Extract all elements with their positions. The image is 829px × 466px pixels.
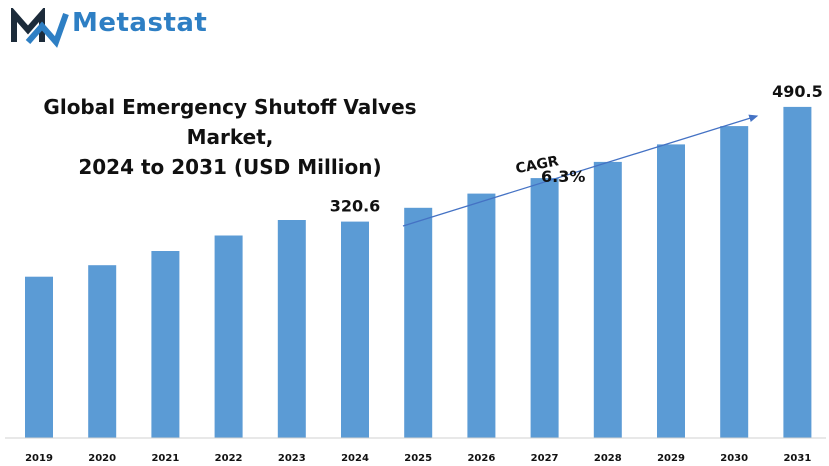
metastat-logo (11, 8, 69, 48)
bar-2028 (593, 161, 622, 438)
bar-2024 (341, 221, 369, 438)
bar-2022 (214, 235, 243, 438)
x-tick-2027: 2027 (531, 453, 559, 464)
x-tick-2030: 2030 (720, 453, 748, 464)
x-tick-2031: 2031 (783, 453, 811, 464)
bar-2030 (720, 126, 749, 438)
bar-2021 (151, 251, 180, 438)
chart-title-line-2: 2024 to 2031 (USD Million) (78, 155, 382, 179)
x-tick-2021: 2021 (151, 453, 179, 464)
data-labels: 320.6 490.5 (330, 82, 823, 216)
bar-2027 (530, 178, 559, 438)
cagr-value: 6.3% (541, 167, 585, 186)
x-tick-2025: 2025 (404, 453, 432, 464)
brand-name: Metastat (72, 8, 208, 38)
bar-2026 (467, 193, 496, 438)
bar-2020 (88, 265, 117, 438)
bar-2019 (25, 276, 53, 438)
chart-title-line-1: Global Emergency Shutoff Valves Market, (43, 95, 417, 149)
bar-2031 (783, 106, 812, 439)
bar-series (25, 106, 812, 439)
x-tick-2019: 2019 (25, 453, 53, 464)
x-tick-2024: 2024 (341, 453, 369, 464)
bar-2029 (657, 144, 685, 438)
x-tick-2022: 2022 (215, 453, 243, 464)
x-tick-2028: 2028 (594, 453, 622, 464)
bar-2023 (277, 220, 306, 438)
x-tick-2023: 2023 (278, 453, 306, 464)
metastat-m-logo-icon (11, 8, 69, 48)
data-label-2024: 320.6 (330, 197, 381, 216)
bar-2025 (404, 207, 433, 438)
x-tick-2026: 2026 (467, 453, 495, 464)
x-tick-2029: 2029 (657, 453, 685, 464)
cagr-arrow (402, 114, 759, 227)
x-tick-2020: 2020 (88, 453, 116, 464)
x-axis-ticks: 2019 2020 2021 2022 2023 2024 2025 2026 2027 2028… (25, 453, 811, 464)
chart-title: Global Emergency Shutoff Valves Market, … (20, 92, 440, 182)
data-label-2031: 490.5 (772, 82, 823, 101)
